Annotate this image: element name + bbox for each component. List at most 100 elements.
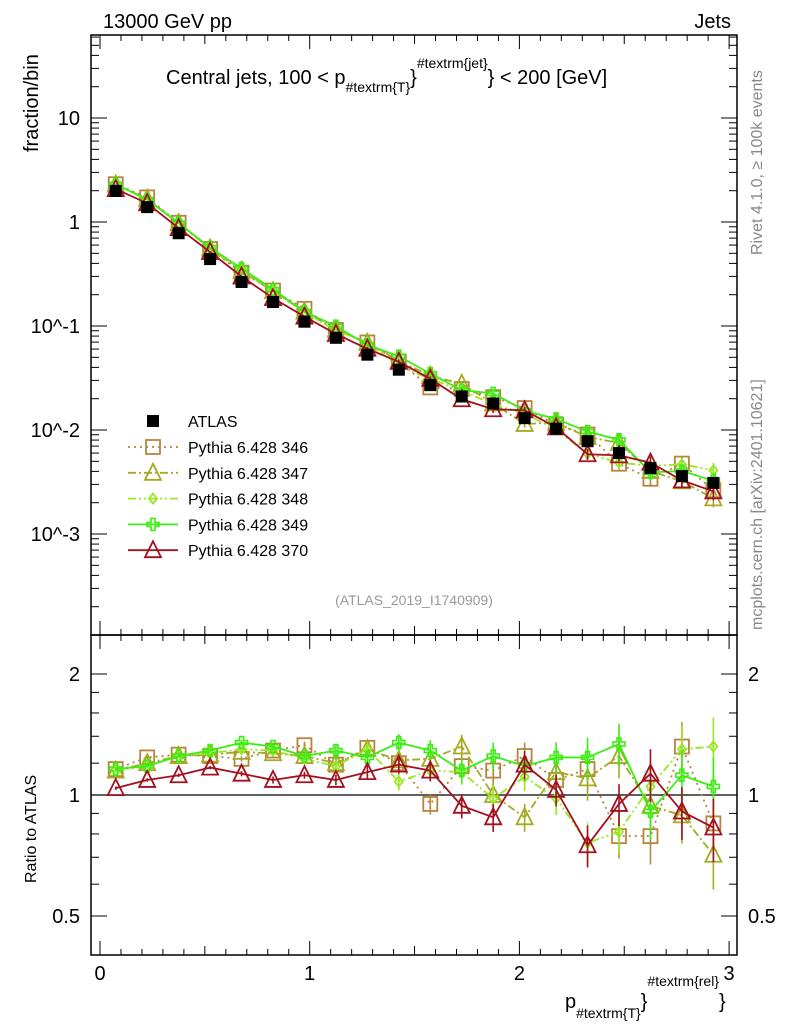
ratio-data-point	[452, 735, 472, 755]
ratio-tick-label-right: 2	[748, 664, 759, 686]
ratio-data-point	[641, 762, 660, 782]
legend-label: Pythia 6.428 346	[188, 440, 308, 457]
ratio-data-point	[703, 816, 723, 836]
ratio-data-point	[613, 825, 625, 839]
x-axis-label: p#textrm{T}}#textrm{rel}}	[565, 973, 726, 1021]
atlas-data-point	[172, 227, 185, 240]
ratio-data-point	[452, 794, 472, 814]
y-axis-label: fraction/bin	[21, 54, 43, 152]
atlas-data-point	[613, 447, 626, 460]
ratio-y-axis-label: Ratio to ATLAS	[23, 775, 40, 883]
ratio-data-point	[515, 806, 535, 826]
legend-marker-atlas	[147, 415, 159, 427]
analysis-id: (ATLAS_2019_I1740909)	[335, 592, 493, 608]
ratio-data-point	[578, 834, 598, 854]
title-rest: } < 200 [GeV]	[488, 67, 608, 89]
atlas-data-point	[141, 201, 154, 214]
ratio-data-point	[392, 735, 406, 750]
atlas-data-point	[707, 476, 720, 489]
legend-label: Pythia 6.428 347	[188, 466, 308, 483]
ratio-data-point	[672, 800, 692, 820]
ratio-data-point	[580, 750, 595, 765]
ratio-data-point	[549, 750, 563, 765]
ratio-data-point	[266, 739, 280, 754]
legend-label: Pythia 6.428 348	[188, 492, 308, 509]
ratio-data-point	[263, 768, 283, 788]
chart-title: Central jets, 100 < p#textrm{T}}#textrm{…	[166, 55, 607, 95]
ratio-tick-label-right: 0.5	[748, 906, 776, 928]
ratio-data-point	[515, 753, 535, 773]
ratio-data-point	[140, 759, 154, 773]
ratio-data-point	[675, 768, 689, 783]
ratio-data-point	[232, 740, 252, 760]
legend-label: Pythia 6.428 370	[188, 543, 308, 560]
ratio-data-point	[299, 752, 310, 766]
atlas-data-point	[267, 296, 280, 309]
main-data-point	[612, 433, 626, 447]
ratio-data-point	[234, 735, 249, 750]
ratio-data-point	[295, 764, 314, 784]
atlas-data-point	[109, 184, 122, 197]
legend: Pythia 6.428 346 Pythia 6.428 347 Pythia 6…	[128, 414, 308, 560]
legend-marker	[143, 461, 163, 481]
ratio-series-line	[115, 744, 715, 838]
ratio-data-point	[296, 737, 313, 754]
y-tick-label: 10^-2	[31, 420, 80, 442]
ratio-data-point	[612, 737, 626, 751]
ratio-data-point	[454, 763, 469, 778]
series-3	[108, 177, 721, 840]
header-right: Jets	[694, 11, 731, 33]
atlas-data-point	[424, 379, 437, 392]
y-tick-label: 10^-1	[31, 316, 80, 338]
ratio-data-point	[423, 743, 438, 758]
atlas-data-point	[518, 412, 531, 425]
ratio-data-point	[389, 753, 409, 773]
atlas-data-point	[487, 397, 500, 410]
ratio-data-point	[420, 759, 440, 779]
ratio-data-point	[297, 749, 312, 763]
ratio-data-point	[329, 743, 343, 758]
ratio-tick-label-left: 1	[69, 785, 80, 807]
ratio-data-point	[108, 762, 123, 776]
xlabel-sub: #textrm{T}	[576, 1005, 641, 1021]
main-data-point	[613, 456, 625, 470]
xlabel-sup: #textrm{rel}	[647, 973, 719, 989]
xlabel-brace: }	[641, 991, 648, 1013]
title-sub: #textrm{T}	[346, 79, 411, 95]
ratio-data-point	[546, 778, 566, 798]
y-tick-label: 10^-3	[31, 524, 80, 546]
ratio-data-point	[232, 762, 252, 782]
xlabel-end: }	[719, 991, 726, 1013]
atlas-data-point	[235, 275, 248, 288]
atlas-data-point	[329, 331, 342, 344]
y-tick-label: 10	[58, 108, 80, 130]
ratio-data-point	[106, 777, 126, 797]
legend-label: Pythia 6.428 349	[188, 517, 308, 534]
main-data-point	[234, 261, 249, 276]
main-series-line	[115, 183, 714, 500]
atlas-data-point	[204, 253, 217, 266]
atlas-data-point	[298, 315, 311, 328]
ratio-data-point	[169, 764, 189, 784]
legend-marker	[146, 517, 160, 532]
ratio-data-point	[488, 792, 499, 805]
ratio-data-point	[483, 806, 503, 826]
atlas-data-point	[644, 462, 657, 475]
ratio-data-point	[578, 767, 598, 787]
main-data-point	[578, 443, 598, 463]
ratio-data-point	[171, 749, 186, 763]
ratio-data-point	[706, 779, 721, 794]
ratio-data-point	[708, 740, 719, 753]
ratio-data-point	[519, 770, 530, 784]
y-tick-label: 1	[69, 212, 80, 234]
xlabel-main: p	[565, 991, 576, 1013]
legend-marker	[143, 539, 163, 559]
ratio-data-point	[203, 743, 217, 758]
x-tick-label: 2	[514, 963, 525, 985]
ratio-tick-label-left: 0.5	[52, 906, 80, 928]
atlas-data-point	[361, 348, 374, 361]
ratio-data-point	[643, 804, 658, 819]
title-main: Central jets, 100 < p	[166, 67, 346, 89]
main-series-line	[115, 183, 714, 482]
